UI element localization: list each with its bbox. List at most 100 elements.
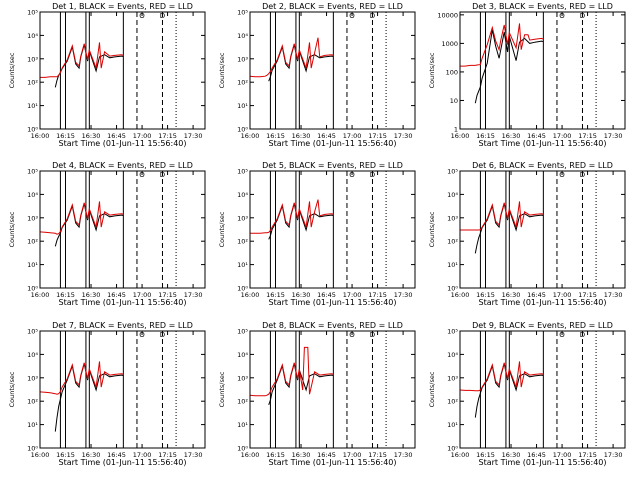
detector-panel-4: Det 4, BLACK = Events, RED = LLDOD10⁰10¹… <box>8 161 206 307</box>
y-tick-label: 10⁴ <box>447 351 458 359</box>
x-axis-title: Start Time (01-Jun-11 15:56:40) <box>479 298 607 307</box>
panel-title: Det 5, BLACK = Events, RED = LLD <box>262 161 403 170</box>
series-events-line <box>268 363 334 405</box>
y-tick-label: 10⁵ <box>237 328 248 336</box>
y-tick-label: 10⁵ <box>27 328 38 336</box>
x-tick-label: 17:15 <box>158 291 177 299</box>
x-axis-title: Start Time (01-Jun-11 15:56:40) <box>59 139 187 148</box>
y-tick-label: 10² <box>27 398 38 406</box>
x-tick-label: 17:00 <box>133 451 152 459</box>
x-tick-label: 16:30 <box>292 291 311 299</box>
x-tick-label: 16:45 <box>527 132 546 140</box>
y-tick-label: 10⁴ <box>27 351 38 359</box>
x-tick-label: 16:15 <box>266 291 285 299</box>
x-tick-label: 16:00 <box>241 451 260 459</box>
y-tick-label: 10⁰ <box>447 445 458 453</box>
detector-panel-3: Det 3, BLACK = Events, RED = LLDOD110100… <box>428 2 626 148</box>
x-tick-label: 17:15 <box>368 291 387 299</box>
panel-title: Det 9, BLACK = Events, RED = LLD <box>472 321 613 330</box>
y-tick-label: 10³ <box>447 374 458 382</box>
plot-frame <box>459 11 626 130</box>
plot-frame <box>249 330 416 449</box>
y-tick-label: 10² <box>237 238 248 246</box>
x-tick-label: 16:00 <box>31 132 50 140</box>
y-tick-label: 10² <box>27 79 38 87</box>
panel-title: Det 1, BLACK = Events, RED = LLD <box>52 2 193 11</box>
y-tick-label: 1000 <box>441 40 458 48</box>
y-tick-label: 10¹ <box>237 421 248 429</box>
y-axis-title: Counts/sec <box>428 211 436 247</box>
saa-marker-label: D <box>580 12 585 20</box>
x-tick-label: 17:30 <box>394 451 413 459</box>
saa-marker-label: D <box>370 171 375 179</box>
x-tick-label: 16:30 <box>502 132 521 140</box>
y-axis-title: Counts/sec <box>8 211 16 247</box>
saa-marker-label: D <box>160 171 165 179</box>
plot-frame <box>249 170 416 289</box>
y-axis-title: Counts/sec <box>8 52 16 88</box>
x-tick-label: 17:00 <box>133 132 152 140</box>
y-axis-title: Counts/sec <box>218 211 226 247</box>
x-tick-label: 16:45 <box>317 451 336 459</box>
x-tick-label: 16:15 <box>476 451 495 459</box>
series-events-line <box>474 29 544 104</box>
y-tick-label: 10² <box>237 398 248 406</box>
x-tick-label: 17:00 <box>133 291 152 299</box>
x-tick-label: 17:30 <box>184 291 203 299</box>
series-events-line <box>268 203 334 240</box>
y-tick-label: 10³ <box>237 374 248 382</box>
y-tick-label: 10³ <box>27 374 38 382</box>
x-tick-label: 17:00 <box>553 132 572 140</box>
y-tick-label: 10⁰ <box>237 285 248 293</box>
y-axis-title: Counts/sec <box>428 371 436 407</box>
y-tick-label: 10000 <box>437 11 458 19</box>
x-tick-label: 17:15 <box>158 451 177 459</box>
series-lld-line <box>39 201 124 235</box>
plot-frame <box>459 170 626 289</box>
y-tick-label: 10¹ <box>237 102 248 110</box>
x-tick-label: 16:30 <box>502 451 521 459</box>
x-tick-label: 16:45 <box>317 132 336 140</box>
x-tick-label: 16:30 <box>82 291 101 299</box>
x-tick-label: 16:00 <box>451 291 470 299</box>
x-tick-label: 17:15 <box>158 132 177 140</box>
x-axis-title: Start Time (01-Jun-11 15:56:40) <box>59 458 187 467</box>
y-tick-label: 10¹ <box>27 421 38 429</box>
plot-frame <box>39 170 206 289</box>
x-tick-label: 16:15 <box>56 451 75 459</box>
y-tick-label: 10⁰ <box>447 285 458 293</box>
x-axis-title: Start Time (01-Jun-11 15:56:40) <box>269 298 397 307</box>
x-tick-label: 16:30 <box>292 451 311 459</box>
panel-title: Det 3, BLACK = Events, RED = LLD <box>472 2 613 11</box>
x-tick-label: 16:15 <box>266 451 285 459</box>
panel-title: Det 6, BLACK = Events, RED = LLD <box>472 161 613 170</box>
series-lld-line <box>460 201 544 231</box>
y-tick-label: 10¹ <box>447 261 458 269</box>
plot-frame <box>39 330 206 449</box>
x-tick-label: 17:00 <box>343 291 362 299</box>
y-axis-title: Counts/sec <box>218 52 226 88</box>
y-tick-label: 10² <box>447 238 458 246</box>
series-lld-line <box>250 199 334 234</box>
y-tick-label: 10⁵ <box>447 168 458 176</box>
detector-panel-9: Det 9, BLACK = Events, RED = LLDOD10⁰10¹… <box>428 321 626 467</box>
x-tick-label: 16:30 <box>82 451 101 459</box>
x-tick-label: 16:45 <box>107 291 126 299</box>
x-tick-label: 16:45 <box>527 451 546 459</box>
x-tick-label: 16:00 <box>31 291 50 299</box>
y-axis-title: Counts/sec <box>428 52 436 88</box>
x-tick-label: 17:00 <box>343 451 362 459</box>
x-tick-label: 16:00 <box>451 132 470 140</box>
y-axis-title: Counts/sec <box>218 371 226 407</box>
y-tick-label: 10⁴ <box>447 191 458 199</box>
series-events-line <box>268 44 334 82</box>
y-tick-label: 10² <box>237 79 248 87</box>
x-tick-label: 17:30 <box>604 451 623 459</box>
panel-title: Det 2, BLACK = Events, RED = LLD <box>262 2 403 11</box>
x-tick-label: 16:15 <box>476 132 495 140</box>
y-tick-label: 10³ <box>237 55 248 63</box>
x-tick-label: 16:30 <box>292 132 311 140</box>
x-tick-label: 16:15 <box>266 132 285 140</box>
detector-panel-1: Det 1, BLACK = Events, RED = LLDOD10⁰10¹… <box>8 2 206 148</box>
